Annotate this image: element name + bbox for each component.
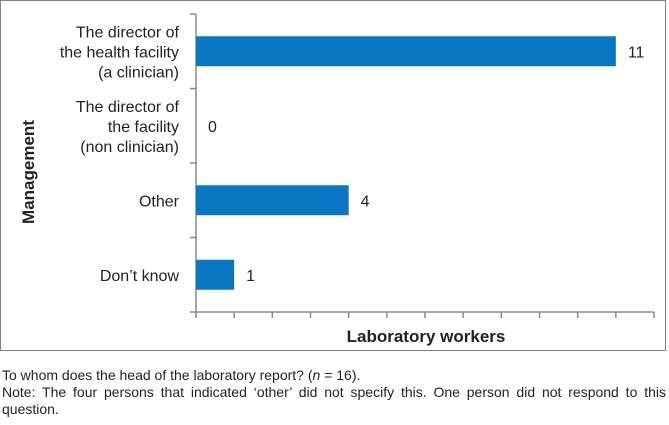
x-axis-title: Laboratory workers — [347, 327, 506, 346]
category-label: The director of the health facility (a cli… — [60, 24, 180, 81]
bar — [196, 185, 349, 216]
bar-value-label: 11 — [628, 44, 645, 61]
caption-question-text: To whom does the head of the laboratory … — [2, 367, 313, 383]
chart-frame — [0, 0, 666, 351]
category-labels: The director of the health facility (a cli… — [60, 24, 180, 285]
caption-n-symbol: n — [312, 367, 321, 383]
value-labels: 11 0 4 1 — [208, 44, 645, 285]
caption-note: Note: The four persons that indicated ‘o… — [2, 384, 666, 417]
caption-question: To whom does the head of the laboratory … — [2, 367, 666, 384]
bar-value-label: 4 — [361, 193, 370, 210]
category-label: Other — [139, 193, 180, 210]
category-label: Don’t know — [100, 268, 180, 285]
x-axis — [195, 311, 655, 318]
category-label: The director of the facility (non clinicia… — [76, 99, 180, 156]
bar-value-label: 0 — [208, 119, 217, 136]
bar-value-label: 1 — [246, 268, 255, 285]
bar-chart: The director of the health facility (a cli… — [19, 13, 655, 346]
bar — [196, 259, 235, 290]
y-axis — [190, 13, 197, 313]
y-axis-title: Management — [19, 120, 38, 224]
bars — [196, 36, 616, 290]
figure-caption: To whom does the head of the laboratory … — [2, 367, 666, 418]
caption-n-value: = 16). — [320, 367, 361, 383]
bar — [196, 36, 616, 67]
